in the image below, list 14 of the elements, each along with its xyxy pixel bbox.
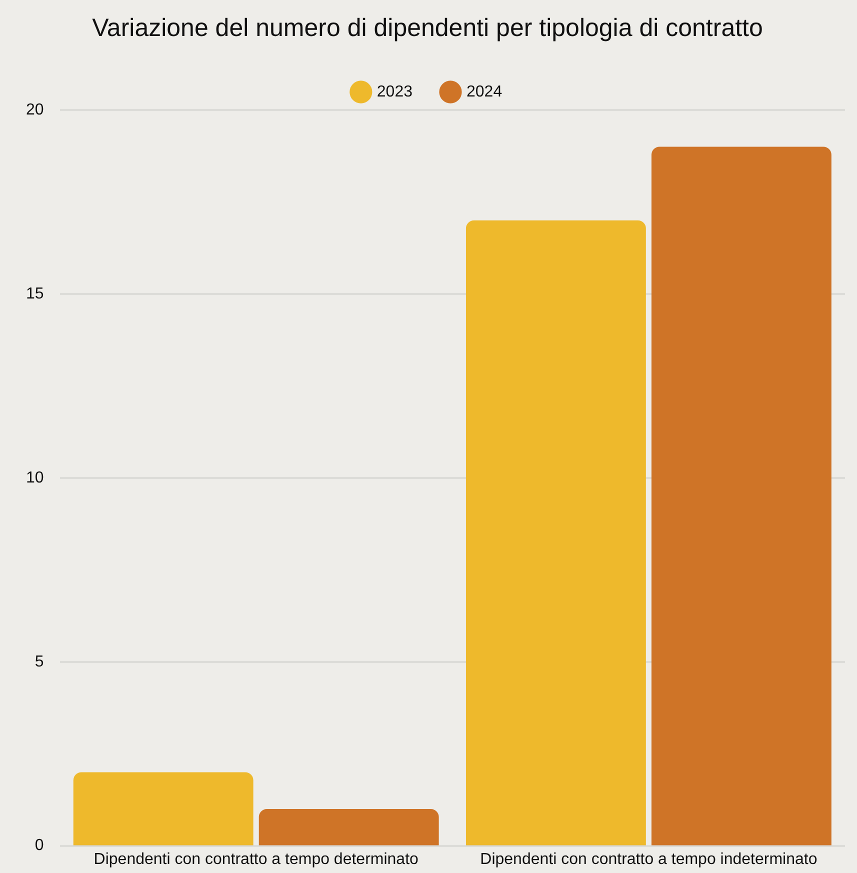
y-tick-label: 15 bbox=[26, 285, 44, 302]
y-tick-label: 0 bbox=[34, 837, 44, 854]
bar bbox=[466, 220, 646, 846]
legend-label: 2024 bbox=[466, 83, 502, 100]
y-tick-label: 10 bbox=[26, 469, 44, 486]
chart-title: Variazione del numero di dipendenti per tipologia di contratto bbox=[92, 14, 763, 42]
x-tick-label: Dipendenti con contratto a tempo indeterminato bbox=[480, 850, 818, 868]
y-tick-label: 20 bbox=[26, 101, 44, 118]
y-tick-label: 5 bbox=[34, 653, 44, 670]
bar bbox=[651, 146, 832, 846]
legend-label: 2023 bbox=[376, 83, 413, 100]
x-tick-label: Dipendenti con contratto a tempo determinato bbox=[94, 850, 419, 868]
bar bbox=[258, 809, 439, 846]
bar bbox=[73, 772, 254, 846]
